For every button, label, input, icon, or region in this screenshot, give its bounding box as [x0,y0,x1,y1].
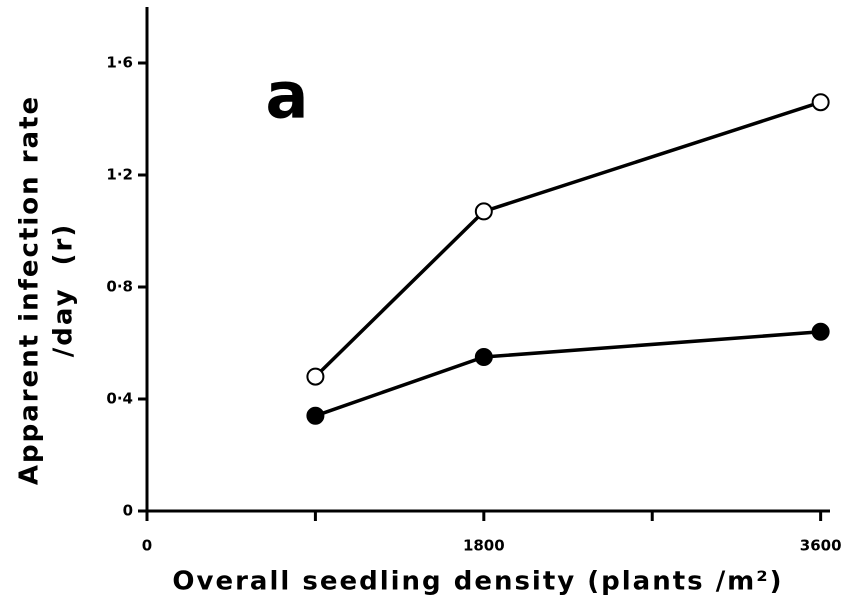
data-point [811,322,830,341]
series-line [314,330,821,418]
data-point [474,348,493,366]
data-point [306,367,325,386]
y-tick-label: 1·2 [106,166,133,184]
y-tick-label: 0 [123,502,133,520]
panel-label: a [265,60,308,134]
x-tick-label: 3600 [800,537,842,555]
data-point [474,202,493,221]
x-tick-label: 0 [142,537,152,555]
y-axis-label: Apparent infection rate [15,95,45,485]
y-tick-label: 0·4 [106,390,133,408]
y-tick-label: 1·6 [106,54,133,72]
data-point [811,93,830,112]
x-axis-label: Overall seedling density (plants /m²) [172,567,783,597]
data-point [306,406,325,425]
x-tick-label: 1800 [463,537,505,555]
y-axis-label: /day (r) [49,223,79,358]
series-line [314,100,822,378]
y-tick-label: 0·8 [106,278,133,296]
